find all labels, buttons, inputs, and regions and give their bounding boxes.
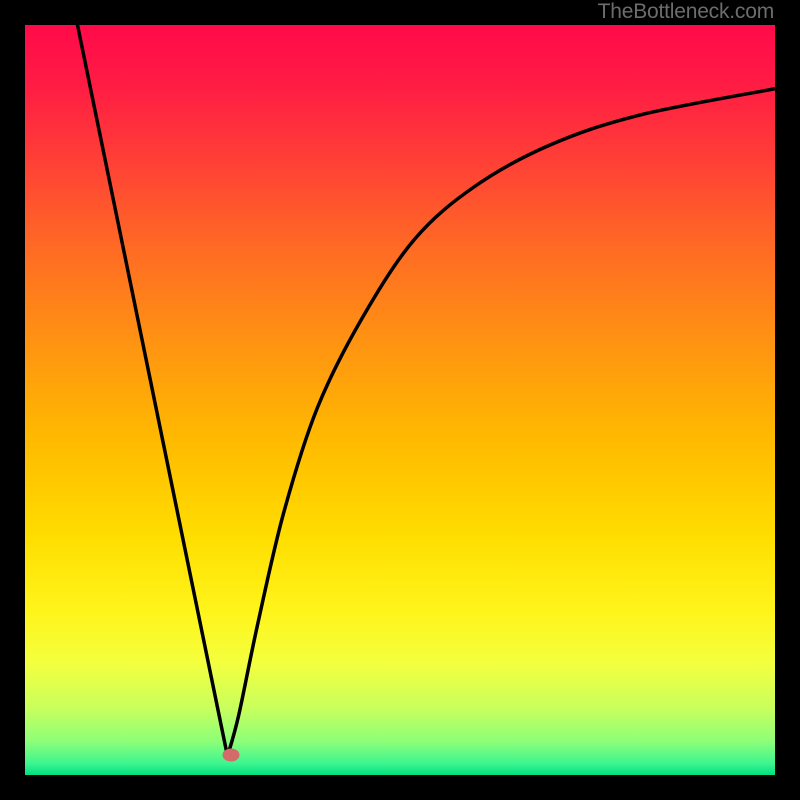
source-watermark: TheBottleneck.com: [598, 0, 774, 24]
bottleneck-curve: [25, 25, 775, 775]
curve-path: [78, 25, 776, 756]
optimal-point-marker: [223, 748, 240, 761]
chart-frame: TheBottleneck.com: [0, 0, 800, 800]
